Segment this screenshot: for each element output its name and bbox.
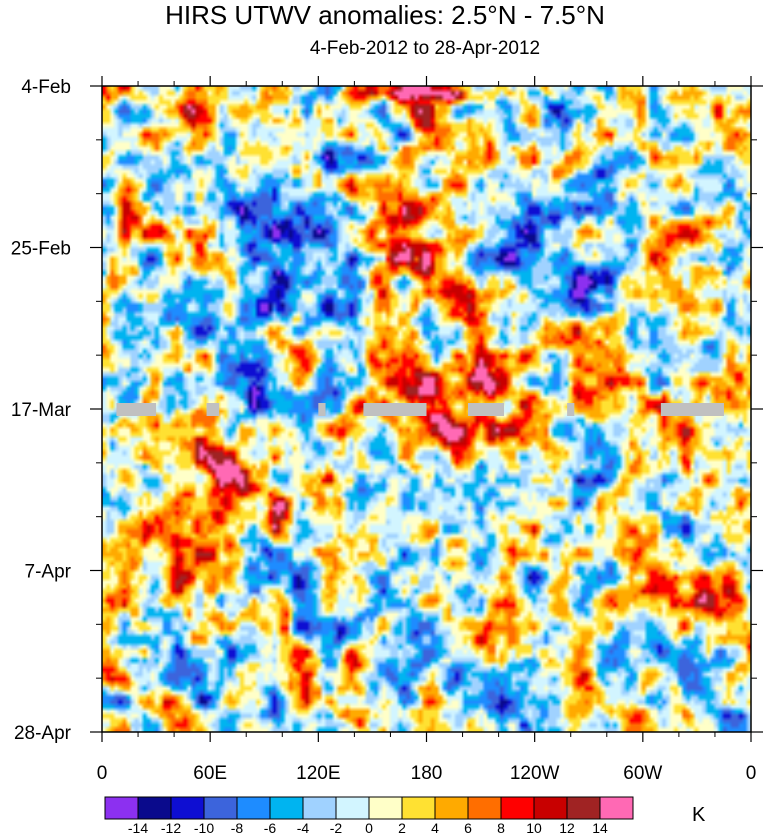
colorbar-label: -12 (161, 820, 181, 834)
plot-area (101, 85, 752, 733)
colorbar-label: 0 (365, 820, 373, 834)
missing-data-bar (567, 403, 575, 416)
x-tick-label: 180 (411, 763, 443, 784)
colorbar-swatch (434, 796, 469, 820)
x-tick-label: 60E (193, 763, 227, 784)
missing-data-bar (660, 403, 724, 416)
missing-data-bar (116, 403, 157, 416)
missing-data-bar (318, 403, 326, 416)
missing-data-bar (467, 403, 505, 416)
colorbar-label: 6 (464, 820, 472, 834)
colorbar-label: -8 (231, 820, 244, 834)
colorbar-label: 12 (559, 820, 575, 834)
y-tick-label: 4-Feb (21, 77, 71, 98)
colorbar-label: -14 (128, 820, 148, 834)
colorbar-swatch (599, 796, 634, 820)
y-tick-label: 25-Feb (11, 239, 71, 260)
x-tick-label: 120E (296, 763, 340, 784)
chart-title: HIRS UTWV anomalies: 2.5°N - 7.5°N (165, 0, 605, 30)
x-tick-label: 120W (510, 763, 560, 784)
missing-data-layer (116, 403, 724, 416)
y-tick-label: 7-Apr (25, 562, 72, 583)
colorbar-swatch (203, 796, 238, 820)
x-tick-label: 0 (746, 763, 757, 784)
colorbar-swatch (467, 796, 502, 820)
colorbar-swatch (533, 796, 568, 820)
colorbar-swatch (566, 796, 601, 820)
y-tick-label: 28-Apr (14, 723, 72, 744)
y-tick-label: 17-Mar (11, 400, 72, 421)
colorbar: -14 -12 -10 -8 -6 -4 -2 0 2 4 6 8 10 12 14 (104, 796, 634, 834)
x-tick-label: 60W (623, 763, 662, 784)
y-axis: 4-Feb 25-Feb 17-Mar 7-Apr 28-Apr (11, 77, 763, 744)
colorbar-swatch (335, 796, 370, 820)
colorbar-swatch (170, 796, 205, 820)
missing-data-bar (206, 403, 220, 416)
colorbar-label: 10 (526, 820, 542, 834)
colorbar-units: K (692, 804, 706, 826)
colorbar-label: -4 (297, 820, 310, 834)
colorbar-label: -2 (330, 820, 343, 834)
colorbar-swatch (500, 796, 535, 820)
chart-subtitle: 4-Feb-2012 to 28-Apr-2012 (309, 38, 541, 59)
colorbar-label: 4 (431, 820, 439, 834)
colorbar-label: 14 (592, 820, 608, 834)
x-axis: 0 60E 120E 180 120W 60W 0 (97, 76, 757, 784)
colorbar-swatch (104, 796, 139, 820)
colorbar-swatch (137, 796, 172, 820)
colorbar-swatch (401, 796, 436, 820)
colorbar-label: 2 (398, 820, 406, 834)
colorbar-label: 8 (497, 820, 505, 834)
x-tick-label: 0 (97, 763, 108, 784)
colorbar-swatch (236, 796, 271, 820)
colorbar-label: -6 (264, 820, 277, 834)
missing-data-bar (363, 403, 427, 416)
colorbar-label: -10 (194, 820, 214, 834)
colorbar-swatch (302, 796, 337, 820)
colorbar-swatch (269, 796, 304, 820)
colorbar-swatch (368, 796, 403, 820)
